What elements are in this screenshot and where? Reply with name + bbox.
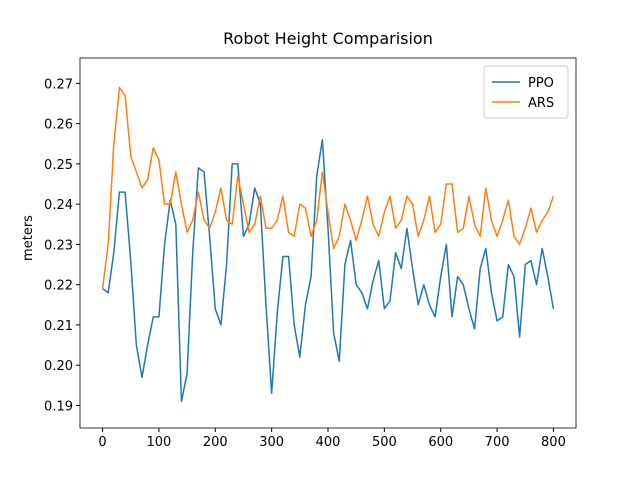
y-tick-label: 0.23 — [44, 238, 73, 253]
legend-box — [483, 65, 569, 119]
chart-title: Robot Height Comparision — [223, 29, 433, 48]
y-tick-label: 0.26 — [44, 118, 73, 133]
x-tick-label: 0 — [98, 435, 106, 450]
x-tick-label: 300 — [259, 435, 284, 450]
line-series — [102, 138, 555, 403]
x-tick-label: 400 — [316, 435, 341, 450]
x-tick-label: 800 — [541, 435, 566, 450]
legend: PPO ARS — [483, 65, 569, 119]
y-tick-label: 0.24 — [44, 198, 73, 213]
y-tick-label: 0.21 — [44, 319, 73, 334]
x-tick-label: 500 — [372, 435, 397, 450]
y-tick-label: 0.20 — [44, 359, 73, 374]
line-series — [101, 86, 555, 289]
x-tick-label: 700 — [485, 435, 510, 450]
legend-label: PPO — [528, 76, 554, 91]
plot-frame — [79, 57, 577, 429]
x-tick-label: 100 — [146, 435, 171, 450]
y-tick-label: 0.19 — [44, 399, 73, 414]
y-tick-label: 0.27 — [44, 77, 73, 92]
x-tick-label: 600 — [428, 435, 453, 450]
x-tick-label: 200 — [203, 435, 228, 450]
y-tick-label: 0.25 — [44, 158, 73, 173]
y-axis-label: meters — [21, 215, 36, 261]
y-tick-label: 0.22 — [44, 279, 73, 294]
legend-label: ARS — [528, 96, 554, 111]
